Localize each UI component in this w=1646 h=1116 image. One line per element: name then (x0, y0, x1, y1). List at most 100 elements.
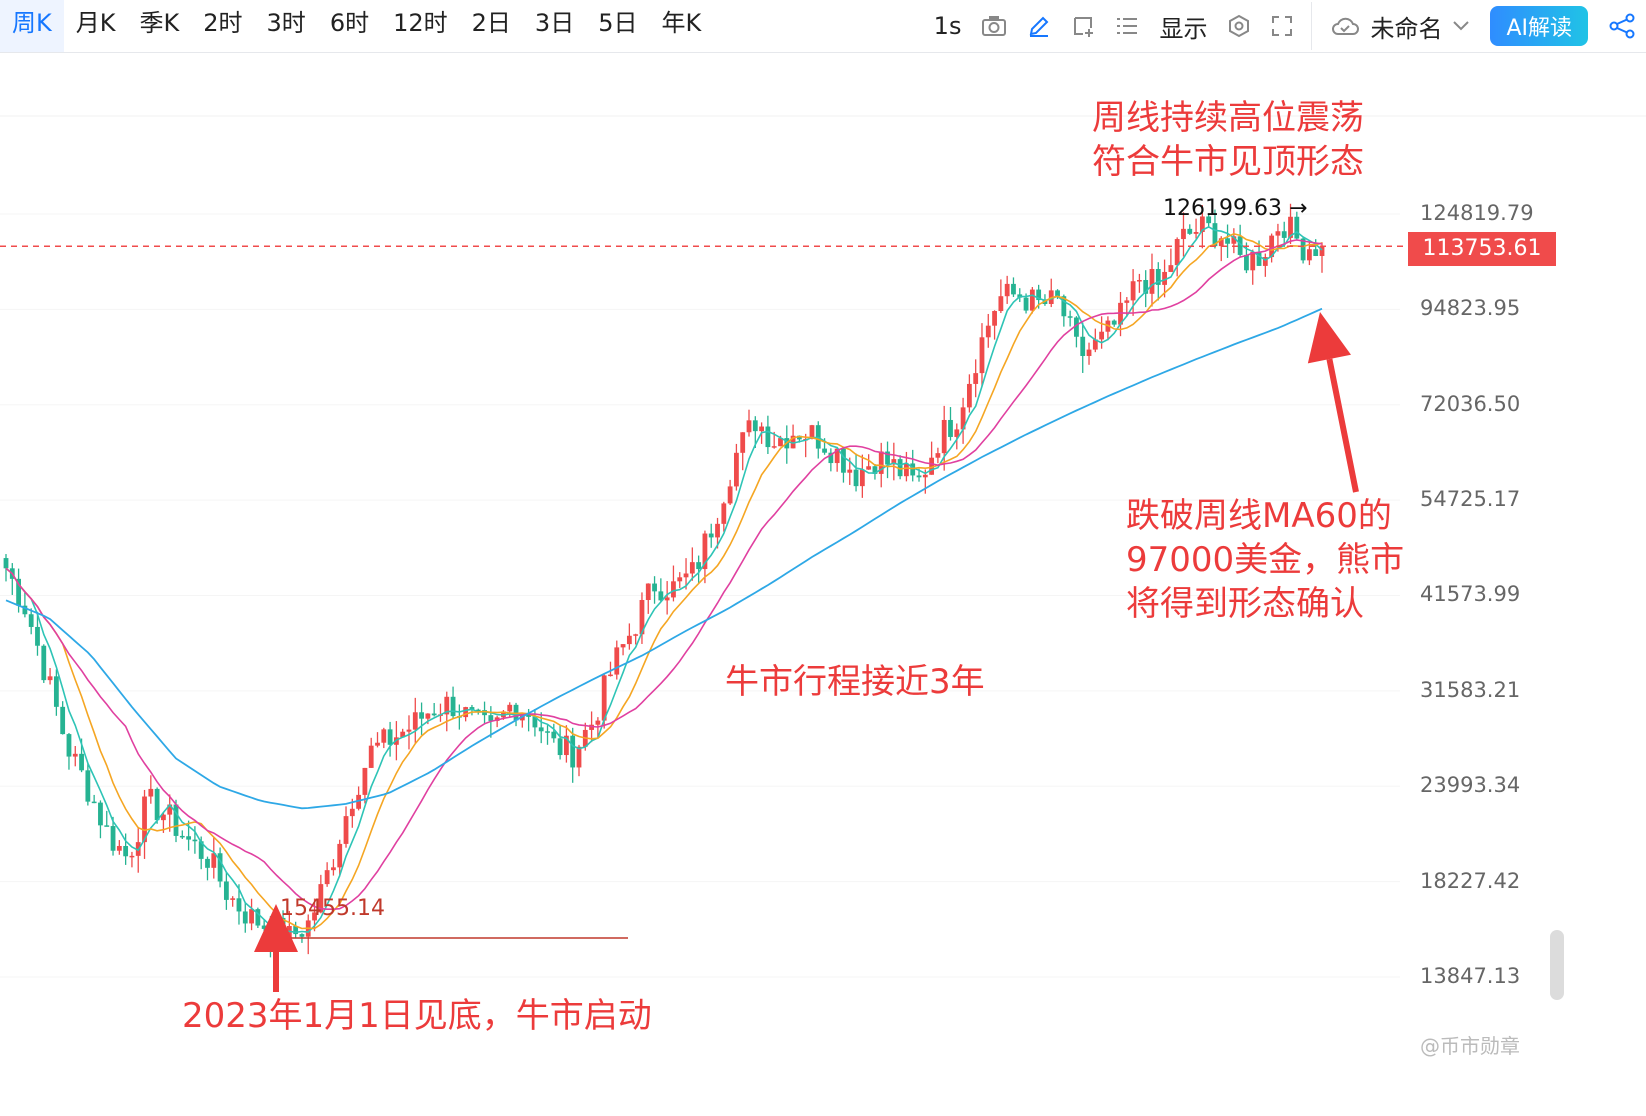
ai-analysis-button[interactable]: AI解读 (1490, 6, 1588, 46)
candle-body (469, 707, 475, 710)
candle-body (425, 713, 431, 719)
share-icon[interactable] (1608, 13, 1636, 39)
candle-body (400, 731, 406, 738)
timeframe-tab-2[interactable]: 季K (139, 9, 180, 37)
candle-body (173, 804, 179, 836)
y-tick-label: 41573.99 (1420, 582, 1521, 607)
candle-body (186, 836, 192, 840)
candle-body (41, 645, 47, 681)
candle-body (929, 457, 935, 475)
candle-body (853, 469, 859, 487)
candle-body (1067, 316, 1073, 318)
y-tick-label: 13847.13 (1420, 964, 1521, 988)
toolbar-divider (1311, 2, 1313, 50)
candle-body (570, 735, 576, 768)
candle-body (809, 425, 815, 439)
candle-body (639, 600, 645, 635)
ma60-line (5, 307, 1323, 810)
camera-icon[interactable] (981, 15, 1007, 37)
ma-mid-line (5, 232, 1323, 930)
candle-body (608, 674, 613, 677)
candle-body (746, 420, 752, 433)
candle-body (129, 855, 135, 858)
candle-body (601, 675, 607, 721)
chevron-down-icon[interactable] (1452, 20, 1470, 32)
candle-body (104, 825, 110, 827)
list-icon[interactable] (1115, 16, 1139, 36)
candle-body (356, 794, 362, 809)
layout-name[interactable]: 未命名 (1370, 14, 1443, 43)
candle-body (387, 729, 393, 745)
cloud-icon (1330, 15, 1360, 37)
settings-icon[interactable] (1227, 14, 1251, 38)
timeframe-tab-8[interactable]: 3日 (534, 9, 575, 37)
candle-body (878, 451, 884, 474)
candle-body (167, 804, 173, 815)
candle-body (179, 835, 185, 838)
y-tick-label: 54725.17 (1420, 487, 1521, 512)
candle-body (406, 729, 412, 732)
candle-body (47, 676, 53, 681)
timeframe-tab-5[interactable]: 6时 (329, 9, 370, 37)
candle-body (66, 734, 72, 757)
scrollbar[interactable] (1550, 930, 1564, 1000)
add-indicator-icon[interactable] (1071, 14, 1095, 38)
timeframe-tab-0[interactable]: 周K (0, 0, 64, 52)
annotation-bottom: 2023年1月1日见底，牛市启动 (182, 996, 652, 1036)
candle-body (1143, 280, 1149, 294)
candle-body (715, 523, 720, 538)
candle-body (557, 738, 563, 756)
candle-body (349, 808, 355, 817)
candle-body (482, 710, 487, 716)
timeframe-tab-3[interactable]: 2时 (203, 9, 243, 37)
y-tick-label: 31583.21 (1420, 677, 1521, 702)
candle-body (1225, 238, 1230, 244)
candle-body (475, 709, 481, 712)
pencil-icon[interactable] (1027, 14, 1051, 38)
timeframe-tab-1[interactable]: 月K (75, 9, 116, 37)
candle-body (897, 459, 903, 477)
candle-body (217, 853, 223, 882)
annotation-middle: 牛市行程接近3年 (725, 662, 985, 702)
candle-body (941, 419, 947, 454)
candle-body (922, 474, 928, 478)
timeframe-tab-10[interactable]: 年K (661, 9, 702, 37)
candle-body (1086, 349, 1092, 356)
bottom-arrow-head (254, 904, 298, 952)
candle-body (765, 426, 771, 448)
candle-body (1155, 268, 1161, 285)
candle-body (872, 466, 878, 474)
candle-body (1111, 320, 1117, 325)
candle-body (444, 696, 450, 715)
fullscreen-icon[interactable] (1271, 15, 1293, 37)
candle-body (450, 696, 456, 717)
timeframe-tab-6[interactable]: 12时 (393, 9, 448, 37)
candle-body (1055, 290, 1060, 297)
annotation-right: 跌破周线MA60的 97000美金，熊市 将得到形态确认 (1126, 496, 1405, 624)
candle-body (507, 704, 513, 712)
timeframe-tab-7[interactable]: 2日 (471, 9, 511, 37)
y-tick-label: 94823.95 (1420, 296, 1521, 321)
timeframe-tab-4[interactable]: 3时 (266, 9, 306, 37)
display-button[interactable]: 显示 (1159, 14, 1208, 43)
candle-body (708, 533, 714, 538)
candle-body (1256, 251, 1262, 266)
timeframe-tab-9[interactable]: 5日 (598, 9, 638, 37)
y-tick-label: 23993.34 (1420, 773, 1521, 798)
candle-body (589, 724, 594, 730)
candle-body (123, 845, 129, 857)
candle-body (1092, 339, 1098, 350)
candle-body (1237, 236, 1243, 255)
candle-body (1275, 231, 1281, 236)
candle-body (205, 858, 210, 868)
candle-body (885, 451, 890, 465)
candle-body (847, 469, 853, 473)
candle-body (721, 503, 727, 524)
candle-body (1011, 283, 1016, 295)
candle-body (532, 716, 538, 728)
candle-body (98, 802, 103, 826)
interval-button[interactable]: 1s (933, 12, 962, 40)
candle-body (299, 934, 305, 937)
candle-body (1124, 300, 1130, 303)
